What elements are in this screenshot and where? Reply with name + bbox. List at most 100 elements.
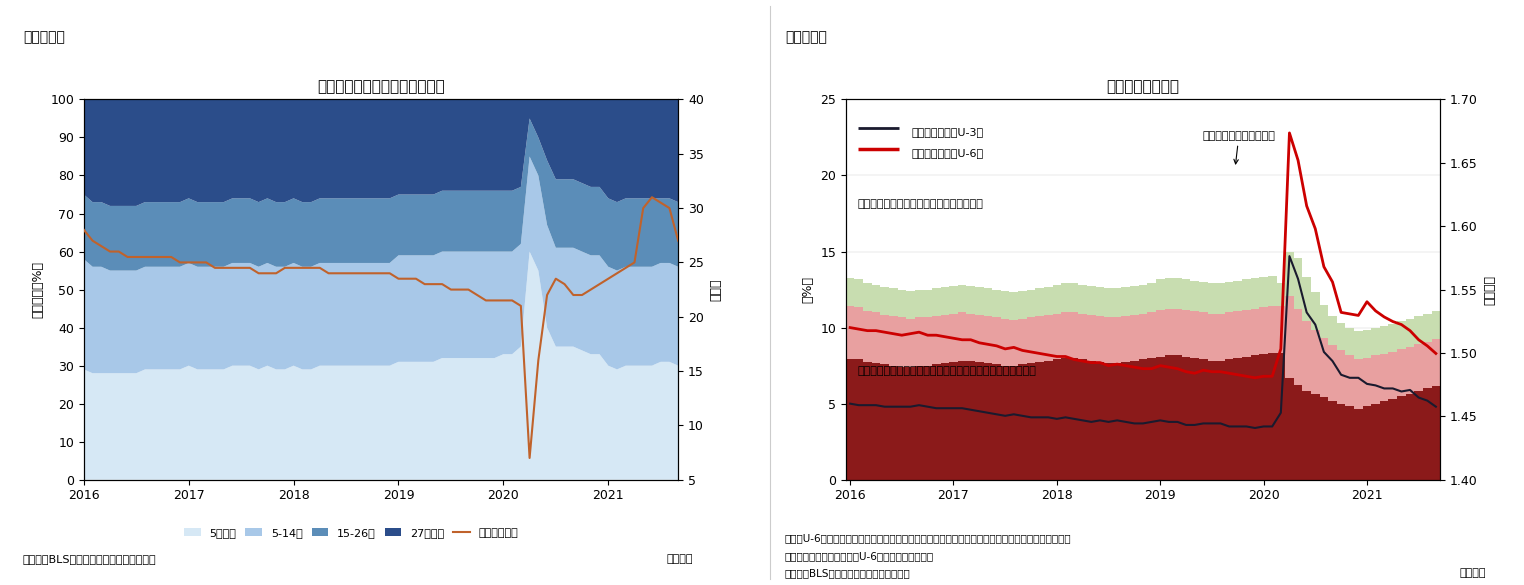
Bar <box>1337 322 1346 350</box>
Bar <box>1285 378 1294 480</box>
Bar <box>1173 308 1181 356</box>
Bar <box>966 285 975 314</box>
Bar <box>1294 308 1303 384</box>
Bar <box>1362 330 1372 358</box>
Bar <box>855 307 863 359</box>
Bar <box>949 285 957 314</box>
Bar <box>1405 394 1414 480</box>
Bar <box>1414 344 1423 391</box>
Bar <box>1268 353 1277 480</box>
Bar <box>992 364 1001 480</box>
Bar <box>1259 307 1268 354</box>
Bar <box>949 314 957 362</box>
Bar <box>1285 252 1294 296</box>
Bar <box>940 363 949 480</box>
Bar <box>1173 278 1181 308</box>
Bar <box>1122 362 1131 480</box>
Bar <box>863 283 872 311</box>
Bar <box>888 288 898 316</box>
Bar <box>1268 276 1277 306</box>
Bar <box>1414 316 1423 344</box>
Bar <box>1061 312 1070 358</box>
Bar <box>1061 358 1070 480</box>
Bar <box>1268 306 1277 353</box>
Text: （図表８）: （図表８） <box>785 30 826 44</box>
Bar <box>1372 328 1379 356</box>
Bar <box>1070 283 1079 312</box>
Bar <box>1001 291 1009 319</box>
Bar <box>1087 285 1096 315</box>
Bar <box>924 290 933 318</box>
Bar <box>1105 318 1113 363</box>
Bar <box>855 280 863 307</box>
Bar <box>863 362 872 480</box>
Bar <box>975 362 983 480</box>
Bar <box>1155 280 1164 310</box>
Bar <box>1035 316 1044 362</box>
Bar <box>1096 316 1105 362</box>
Bar <box>1329 401 1337 480</box>
Bar <box>1138 284 1148 314</box>
Bar <box>1061 283 1070 312</box>
Bar <box>914 366 924 480</box>
Bar <box>1044 315 1053 360</box>
Bar <box>846 359 855 480</box>
Bar <box>1122 287 1131 316</box>
Bar <box>1303 391 1311 480</box>
Text: （資料）BLSよりニッセイ基礎研究所作成: （資料）BLSよりニッセイ基礎研究所作成 <box>785 568 911 578</box>
Bar <box>1362 358 1372 406</box>
Bar <box>1199 282 1207 312</box>
Title: 広義失業率の推移: 広義失業率の推移 <box>1106 79 1180 94</box>
Text: 広義の失業率（U-6）: 広義の失業率（U-6） <box>911 147 983 158</box>
Bar <box>1277 353 1285 480</box>
Bar <box>924 318 933 366</box>
Bar <box>1131 360 1138 480</box>
Bar <box>1353 409 1362 480</box>
Bar <box>940 287 949 315</box>
Bar <box>1285 296 1294 378</box>
Text: （資料）BLSよりニッセイ基礎研究所作成: （資料）BLSよりニッセイ基礎研究所作成 <box>23 553 157 563</box>
Bar <box>1405 319 1414 346</box>
Bar <box>1105 288 1113 318</box>
Bar <box>1251 308 1259 356</box>
Bar <box>1018 319 1027 364</box>
Bar <box>957 360 966 480</box>
Text: （図表７）: （図表７） <box>23 30 64 44</box>
Bar <box>1001 366 1009 480</box>
Bar <box>940 315 949 363</box>
Bar <box>1431 386 1440 480</box>
Bar <box>992 318 1001 364</box>
Text: （注）U-6＝（失業者＋周辺労働力＋経済的理由によるパートタイマー）／（労働力＋周辺労働力）: （注）U-6＝（失業者＋周辺労働力＋経済的理由によるパートタイマー）／（労働力＋… <box>785 533 1071 543</box>
Bar <box>888 366 898 480</box>
Legend: 5週未満, 5-14週, 15-26週, 27週以上, 平均（右軸）: 5週未満, 5-14週, 15-26週, 27週以上, 平均（右軸） <box>180 523 523 542</box>
Y-axis label: （億人）: （億人） <box>1483 274 1497 305</box>
Bar <box>1346 328 1353 356</box>
Bar <box>1251 278 1259 308</box>
Bar <box>1035 288 1044 316</box>
Bar <box>1216 283 1225 314</box>
Bar <box>1320 397 1329 480</box>
Bar <box>872 312 881 363</box>
Bar <box>846 278 855 306</box>
Bar <box>1233 358 1242 480</box>
Bar <box>1233 311 1242 358</box>
Title: 失業期間の分布と平均失業期間: 失業期間の分布と平均失業期間 <box>317 79 445 94</box>
Bar <box>1096 287 1105 316</box>
Bar <box>1113 288 1122 318</box>
Text: 経済的理由によるパートタイマー（右軸）: 経済的理由によるパートタイマー（右軸） <box>858 199 983 209</box>
Bar <box>933 288 940 316</box>
Bar <box>1225 312 1233 359</box>
Bar <box>1009 292 1018 320</box>
Y-axis label: （シェア、%）: （シェア、%） <box>32 261 44 318</box>
Bar <box>1053 314 1061 359</box>
Bar <box>1311 394 1320 480</box>
Text: 周辺労働力人口（右軸）: 周辺労働力人口（右軸） <box>1202 130 1276 164</box>
Bar <box>1079 359 1087 480</box>
Bar <box>1018 364 1027 480</box>
Bar <box>907 367 914 480</box>
Bar <box>1251 356 1259 480</box>
Bar <box>1044 287 1053 315</box>
Bar <box>983 363 992 480</box>
Bar <box>855 359 863 480</box>
Text: 通常の失業率（U-3）: 通常の失業率（U-3） <box>911 127 983 137</box>
